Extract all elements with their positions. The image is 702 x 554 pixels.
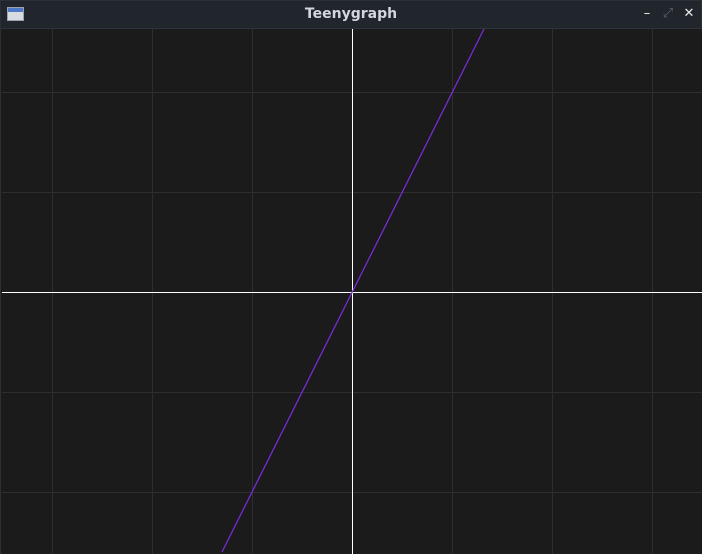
maximize-icon[interactable]: ⤢ [662,6,674,21]
minimize-icon[interactable]: – [643,6,651,21]
function-curve-0 [221,29,485,553]
title-bar[interactable]: Teenygraph – ⤢ ✕ [1,1,701,29]
graph-svg [2,29,702,554]
graph-canvas[interactable] [2,29,702,554]
window-icon[interactable] [7,7,24,21]
window-title: Teenygraph [304,6,398,22]
close-icon[interactable]: ✕ [683,6,695,21]
